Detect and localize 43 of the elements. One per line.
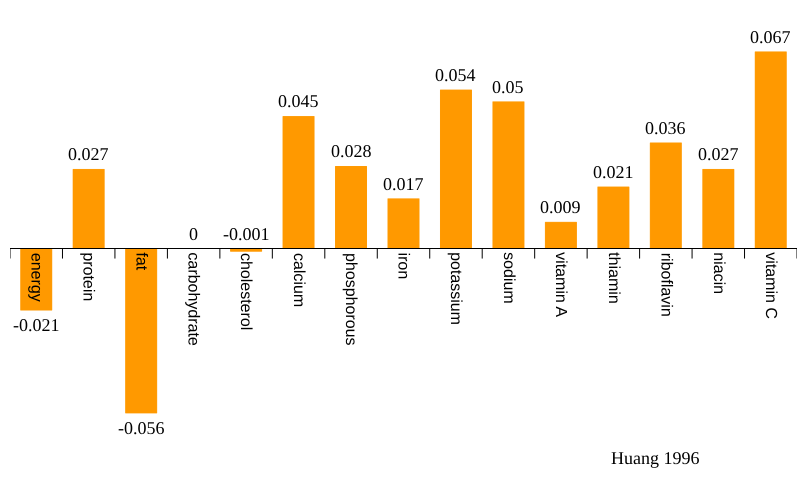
- x-tick-label: vitamin C: [762, 252, 779, 319]
- data-label: 0.05: [492, 77, 524, 97]
- data-label: 0.028: [331, 141, 372, 161]
- x-tick-label: cholesterol: [237, 252, 254, 330]
- bar: [125, 248, 158, 414]
- x-tick-label: potassium: [447, 252, 464, 325]
- data-label: 0.027: [698, 144, 738, 164]
- bar: [282, 116, 315, 249]
- x-tick-label: phosphorous: [342, 253, 360, 346]
- bar: [388, 198, 420, 249]
- x-tick-label: thiamin: [604, 252, 622, 304]
- x-tick-label: carbohydrate: [184, 252, 202, 346]
- data-label: 0.009: [540, 197, 580, 217]
- bar: [440, 90, 472, 249]
- bar: [702, 168, 734, 249]
- data-label: 0: [189, 224, 198, 244]
- bar: [650, 142, 682, 249]
- x-tick-label: riboflavin: [657, 252, 674, 317]
- bar: [597, 186, 630, 249]
- data-label: 0.045: [278, 91, 318, 111]
- data-label: 0.017: [383, 174, 424, 194]
- x-tick-label: fat: [132, 252, 150, 271]
- data-label: 0.067: [750, 27, 790, 47]
- x-tick-label: sodium: [500, 252, 517, 304]
- x-tick-label: niacin: [710, 252, 727, 294]
- x-tick-label: energy: [27, 252, 44, 302]
- bar: [544, 222, 577, 249]
- data-label: -0.021: [13, 315, 60, 335]
- data-label: 0.036: [645, 118, 686, 138]
- bar: [335, 166, 368, 249]
- bar: [754, 51, 787, 249]
- bar: [72, 168, 105, 249]
- data-label: -0.056: [118, 418, 164, 438]
- x-tick-label: iron: [394, 252, 412, 280]
- x-tick-label: calcium: [290, 252, 308, 308]
- x-tick-label: protein: [80, 252, 97, 302]
- data-label: 0.021: [593, 162, 634, 182]
- data-label: 0.054: [435, 65, 476, 85]
- data-label: -0.001: [223, 224, 270, 244]
- bar: [492, 101, 524, 249]
- text: Huang 1996: [611, 448, 700, 468]
- data-label: 0.027: [68, 144, 108, 164]
- x-tick-label: vitamin A: [552, 252, 569, 318]
